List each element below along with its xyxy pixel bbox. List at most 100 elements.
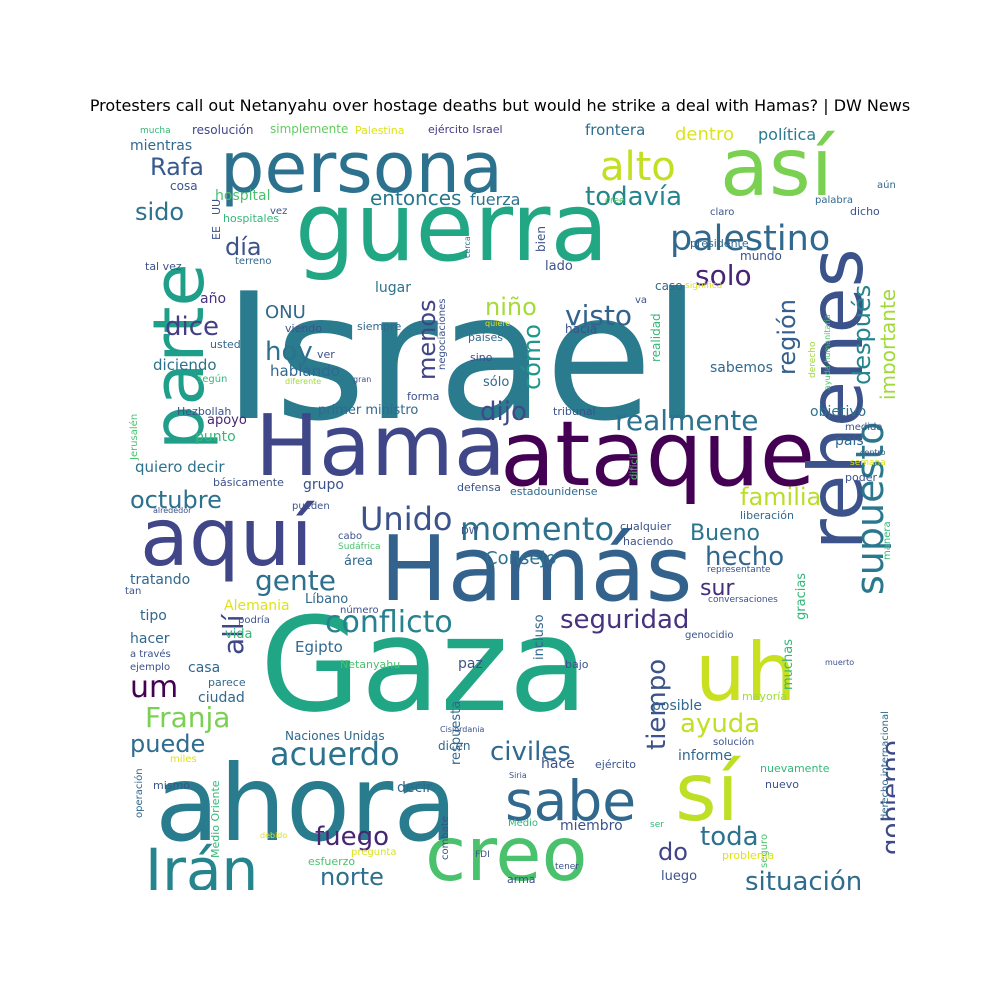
cloud-word: realmente [615, 404, 759, 437]
cloud-word: dicen [438, 739, 471, 753]
cloud-word: haciendo [623, 535, 674, 548]
cloud-word: después [848, 285, 876, 385]
cloud-word: liberación [740, 509, 794, 522]
cloud-word: tal vez [145, 260, 182, 273]
cloud-word: siempre [357, 320, 402, 333]
cloud-word: genocidio [685, 630, 733, 641]
cloud-word: número [340, 604, 379, 616]
cloud-word: cree [605, 196, 625, 206]
cloud-word: Netanyahu [340, 658, 400, 671]
cloud-word: podría [238, 614, 270, 626]
cloud-word: ONU [265, 302, 306, 323]
cloud-word: seguridad [560, 605, 689, 635]
cloud-word: frontera [585, 121, 645, 139]
cloud-word: países [468, 331, 503, 344]
cloud-word: sólo [483, 375, 509, 390]
cloud-word: caso [655, 279, 683, 293]
cloud-word: sino [470, 351, 493, 364]
cloud-word: do [658, 838, 688, 866]
word-cloud: Israel guerra persona Gaza ataque Hama Hamás ah… [125, 120, 895, 890]
cloud-word: situación [745, 867, 862, 890]
cloud-word: básicamente [213, 476, 284, 489]
cloud-word: Alemania [224, 598, 290, 614]
cloud-word: ser [650, 820, 664, 830]
cloud-word: cabo [338, 531, 362, 542]
cloud-word: niño [485, 293, 537, 321]
cloud-word: gran [353, 375, 371, 384]
cloud-word: usted [210, 338, 241, 351]
cloud-word: grupo [303, 477, 344, 493]
cloud-word: pueden [292, 501, 330, 512]
cloud-word: negociaciones [437, 299, 448, 370]
cloud-word: país [835, 433, 864, 449]
cloud-word: bien [534, 226, 548, 252]
cloud-word: bajo [565, 658, 589, 671]
cloud-word: ejemplo [130, 662, 170, 673]
cloud-word: apoyo [207, 413, 247, 428]
cloud-word: informe [678, 748, 732, 764]
cloud-word: Medio Oriente [209, 780, 222, 858]
cloud-word: dicho [850, 205, 880, 218]
cloud-word: año [200, 291, 226, 307]
cloud-word: incluso [532, 614, 547, 660]
cloud-word: primer ministro [318, 403, 418, 418]
cloud-word: ver [317, 348, 335, 361]
cloud-word: miembro [560, 818, 623, 834]
cloud-word: operación [133, 768, 145, 818]
cloud-word: sido [135, 198, 184, 226]
cloud-word: mientras [130, 138, 192, 154]
cloud-word: esfuerzo [308, 855, 355, 868]
cloud-word: DW [461, 526, 479, 537]
cloud-word: poder [845, 471, 877, 484]
cloud-word: hospitales [223, 212, 279, 225]
cloud-word: conversaciones [708, 595, 778, 605]
cloud-word: arma [507, 873, 536, 886]
cloud-word: Rafa [150, 153, 204, 181]
cloud-word: quiere [485, 319, 510, 328]
cloud-word: gracias [794, 573, 809, 620]
cloud-word: alrededor [153, 506, 192, 515]
cloud-word: estadounidense [510, 485, 598, 498]
cloud-word: cómo [518, 324, 546, 390]
cloud-word: claro [710, 207, 734, 218]
cloud-word: nuevo [765, 778, 799, 791]
cloud-word: lado [545, 259, 573, 274]
cloud-word: dijo [480, 397, 527, 427]
cloud-word: medida [845, 422, 883, 433]
cloud-word: tipo [140, 608, 167, 624]
cloud-word: dentro [675, 124, 734, 145]
cloud-word: ayuda humanitaria [823, 314, 832, 390]
cloud-word: muchas [781, 639, 796, 690]
cloud-word: todavía [585, 182, 682, 212]
cloud-word: palabra [815, 195, 853, 206]
cloud-word: combate [440, 816, 451, 860]
cloud-word: Unido [360, 500, 452, 538]
cloud-word: simplemente [270, 122, 348, 136]
cloud-word: UU [210, 199, 223, 215]
cloud-word: diferente [285, 377, 321, 386]
cloud-word: Siria [509, 771, 527, 780]
cloud-word: tan [125, 586, 141, 597]
cloud-word: área [344, 554, 373, 569]
cloud-word: mundo [740, 249, 782, 263]
cloud-word: hospital [215, 188, 270, 204]
cloud-word: Palestina [355, 124, 405, 137]
cloud-word: ejército Israel [428, 123, 503, 136]
cloud-word: debido [260, 831, 287, 840]
cloud-word: Egipto [295, 638, 343, 656]
cloud-word: lugar [375, 280, 411, 296]
cloud-word: hace [541, 756, 575, 772]
cloud-word: Medio [508, 818, 538, 829]
cloud-word: posible [652, 698, 702, 714]
cloud-word: hacia [565, 322, 597, 336]
cloud-word: Sudáfrica [338, 542, 380, 552]
cloud-word: sabemos [710, 360, 773, 376]
cloud-word: mucha [140, 126, 171, 136]
cloud-word: fuerza [470, 190, 520, 209]
cloud-word: luego [661, 869, 697, 884]
cloud-word: difícil [628, 454, 640, 480]
cloud-word: decir [397, 780, 432, 796]
cloud-word: toda [700, 822, 759, 852]
cloud-word: nuevamente [760, 762, 830, 775]
